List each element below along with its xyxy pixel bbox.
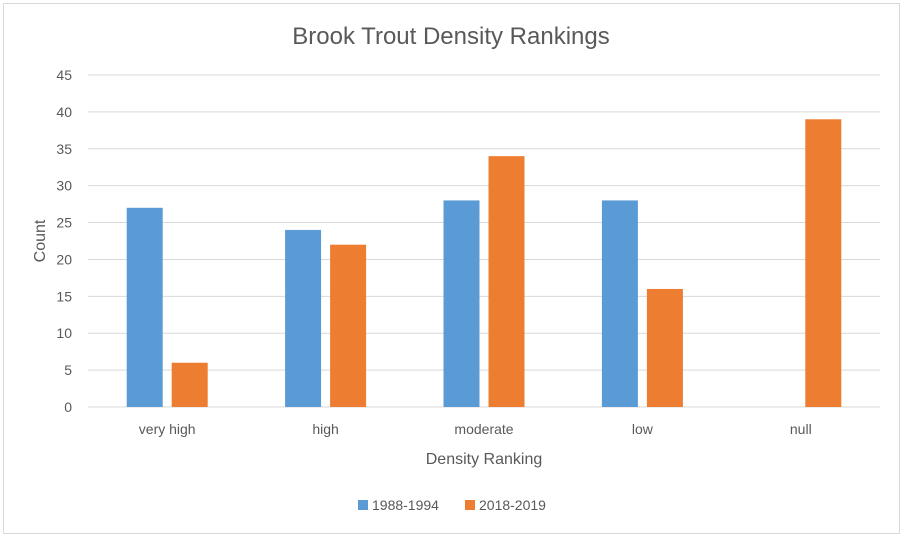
gridlines [88, 74, 880, 408]
legend-swatch [358, 500, 368, 510]
y-tick-label: 35 [56, 141, 72, 157]
y-tick-label: 0 [64, 399, 72, 415]
y-tick-label: 30 [56, 178, 72, 194]
legend-label: 1988-1994 [372, 497, 439, 513]
legend: 1988-1994 2018-2019 [358, 497, 546, 513]
bar-high-1988-1994 [285, 229, 322, 407]
bar-moderate-1988-1994 [443, 200, 480, 407]
y-tick-labels: 0 5 10 15 20 25 30 35 40 45 [56, 67, 72, 415]
bar-very-high-1988-1994 [126, 207, 163, 407]
bar-moderate-2018-2019 [488, 156, 525, 407]
y-tick-label: 40 [56, 104, 72, 120]
x-axis-title: Density Ranking [426, 451, 543, 468]
y-tick-label: 10 [56, 325, 72, 341]
y-tick-label: 20 [56, 251, 72, 267]
x-tick-label: low [632, 421, 654, 437]
legend-swatch [465, 500, 475, 510]
x-tick-label: moderate [454, 421, 513, 437]
bar-null-2018-2019 [805, 119, 842, 408]
x-tick-label: very high [139, 421, 196, 437]
y-tick-label: 5 [64, 362, 72, 378]
bar-low-1988-1994 [601, 200, 638, 407]
x-tick-label: null [790, 421, 812, 437]
bars [126, 119, 842, 408]
y-tick-label: 25 [56, 215, 72, 231]
bar-high-2018-2019 [330, 244, 367, 407]
y-axis-title: Count [32, 219, 49, 262]
y-tick-label: 15 [56, 288, 72, 304]
chart-title: Brook Trout Density Rankings [292, 23, 609, 50]
x-tick-labels: very high high moderate low null [139, 421, 812, 437]
y-tick-label: 45 [56, 67, 72, 83]
bar-very-high-2018-2019 [171, 362, 208, 407]
bar-low-2018-2019 [646, 288, 683, 407]
legend-label: 2018-2019 [479, 497, 546, 513]
x-tick-label: high [312, 421, 338, 437]
